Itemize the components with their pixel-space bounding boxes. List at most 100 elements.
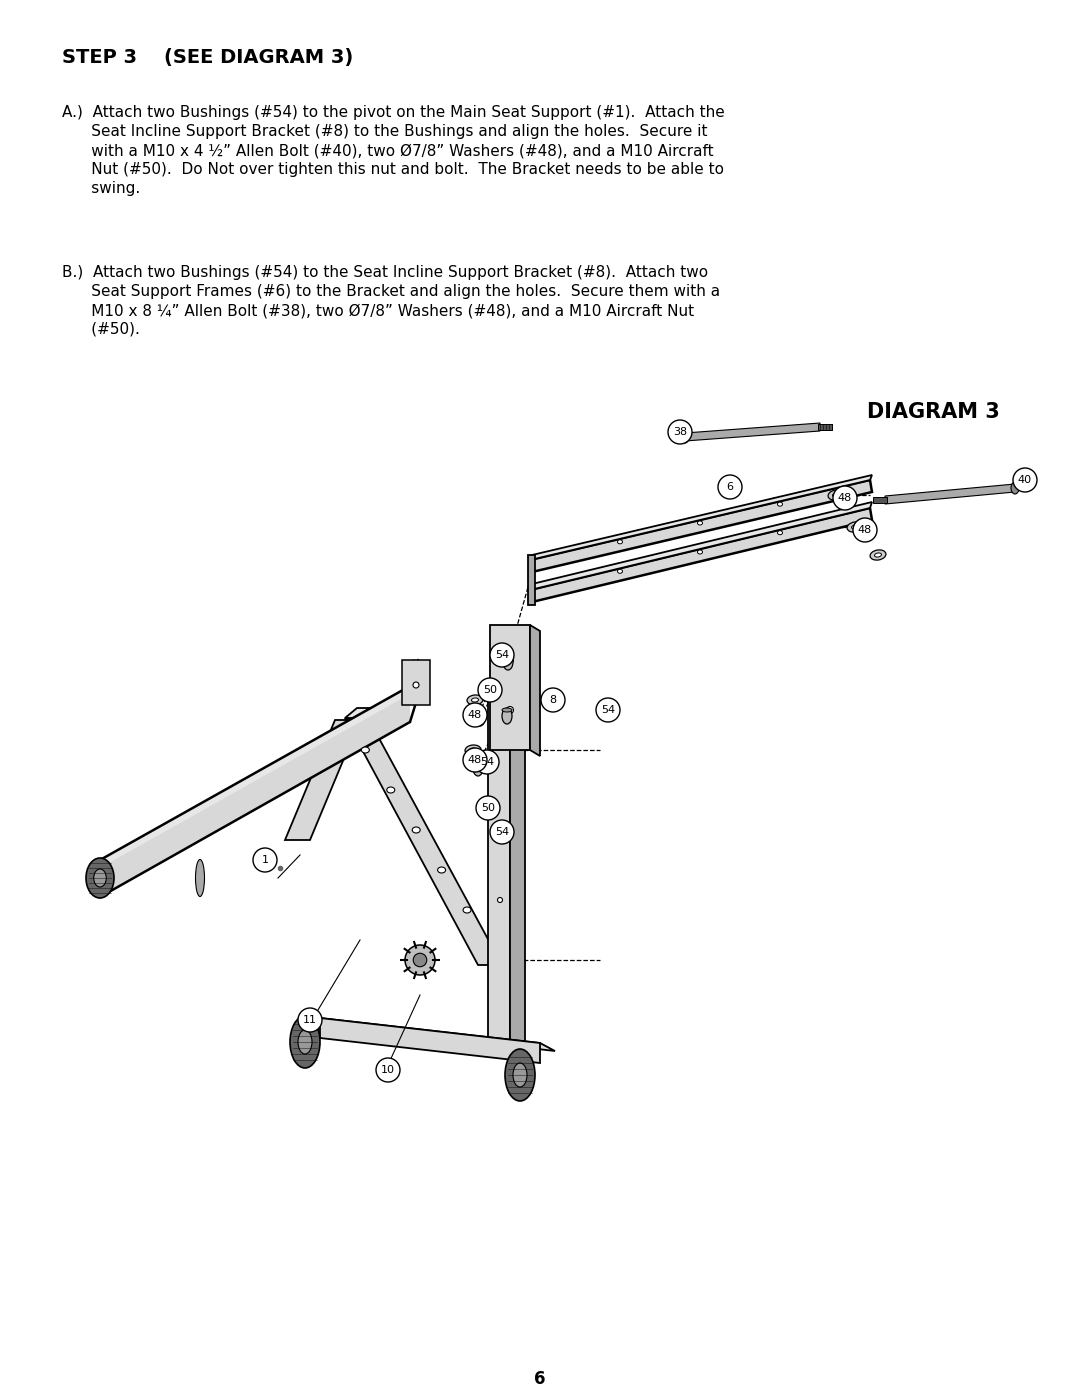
Polygon shape [530, 502, 872, 590]
Ellipse shape [195, 859, 204, 897]
Circle shape [476, 796, 500, 820]
Ellipse shape [503, 654, 513, 658]
Ellipse shape [298, 1030, 312, 1053]
Ellipse shape [475, 710, 485, 714]
Polygon shape [818, 425, 832, 430]
Ellipse shape [847, 522, 863, 532]
Circle shape [596, 698, 620, 722]
Polygon shape [510, 680, 525, 1058]
Circle shape [1013, 468, 1037, 492]
Ellipse shape [833, 493, 839, 497]
Polygon shape [345, 718, 502, 965]
Circle shape [490, 820, 514, 844]
Text: 40: 40 [1018, 475, 1032, 485]
Text: Nut (#50).  Do Not over tighten this nut and bolt.  The Bracket needs to be able: Nut (#50). Do Not over tighten this nut … [62, 162, 724, 177]
Text: STEP 3    (SEE DIAGRAM 3): STEP 3 (SEE DIAGRAM 3) [62, 47, 353, 67]
Polygon shape [530, 481, 872, 571]
Text: 48: 48 [468, 754, 482, 766]
Polygon shape [345, 708, 380, 718]
Ellipse shape [618, 539, 622, 543]
Polygon shape [530, 509, 872, 602]
Ellipse shape [870, 550, 886, 560]
Ellipse shape [681, 432, 689, 443]
Ellipse shape [472, 711, 477, 714]
Ellipse shape [387, 787, 395, 793]
Polygon shape [320, 1018, 540, 1063]
Ellipse shape [413, 682, 419, 687]
Polygon shape [488, 680, 510, 1051]
Text: Seat Incline Support Bracket (#8) to the Bushings and align the holes.  Secure i: Seat Incline Support Bracket (#8) to the… [62, 124, 707, 138]
Ellipse shape [513, 1063, 527, 1087]
Text: 8: 8 [550, 694, 556, 705]
Circle shape [669, 420, 692, 444]
Text: A.)  Attach two Bushings (#54) to the pivot on the Main Seat Support (#1).  Atta: A.) Attach two Bushings (#54) to the piv… [62, 105, 725, 120]
Text: 54: 54 [495, 827, 509, 837]
Text: 50: 50 [481, 803, 495, 813]
Polygon shape [285, 719, 360, 840]
Circle shape [833, 486, 858, 510]
Circle shape [405, 944, 435, 975]
Ellipse shape [778, 531, 783, 535]
Text: 48: 48 [838, 493, 852, 503]
Polygon shape [873, 497, 887, 503]
Ellipse shape [828, 490, 843, 500]
Circle shape [490, 643, 514, 666]
Ellipse shape [475, 710, 485, 726]
Ellipse shape [502, 708, 512, 712]
Text: 48: 48 [858, 525, 873, 535]
Polygon shape [100, 686, 410, 868]
Text: 6: 6 [535, 1370, 545, 1389]
Polygon shape [320, 1018, 555, 1051]
Circle shape [718, 475, 742, 499]
Polygon shape [885, 483, 1015, 504]
Ellipse shape [410, 661, 421, 687]
Text: DIAGRAM 3: DIAGRAM 3 [867, 402, 1000, 422]
Ellipse shape [437, 868, 446, 873]
Ellipse shape [362, 747, 369, 753]
Polygon shape [490, 624, 530, 750]
Polygon shape [530, 475, 872, 560]
Ellipse shape [851, 525, 859, 529]
Text: B.)  Attach two Bushings (#54) to the Seat Incline Support Bracket (#8).  Attach: B.) Attach two Bushings (#54) to the Sea… [62, 265, 708, 279]
Circle shape [253, 848, 276, 872]
Ellipse shape [413, 827, 420, 833]
Circle shape [376, 1058, 400, 1083]
Ellipse shape [505, 1049, 535, 1101]
Ellipse shape [507, 657, 513, 664]
Ellipse shape [473, 760, 483, 775]
Polygon shape [402, 659, 430, 705]
Text: 1: 1 [261, 855, 269, 865]
Text: 10: 10 [381, 1065, 395, 1076]
Ellipse shape [291, 1016, 320, 1067]
Ellipse shape [470, 747, 476, 752]
Text: 38: 38 [673, 427, 687, 437]
Ellipse shape [467, 694, 483, 705]
Ellipse shape [498, 897, 502, 902]
Ellipse shape [473, 760, 483, 764]
Polygon shape [528, 555, 535, 605]
Circle shape [478, 678, 502, 703]
Text: (#50).: (#50). [62, 321, 140, 337]
Text: 48: 48 [468, 710, 482, 719]
Circle shape [853, 518, 877, 542]
Text: M10 x 8 ¼” Allen Bolt (#38), two Ø7/8” Washers (#48), and a M10 Aircraft Nut: M10 x 8 ¼” Allen Bolt (#38), two Ø7/8” W… [62, 303, 694, 319]
Ellipse shape [503, 654, 513, 671]
Polygon shape [465, 759, 480, 766]
Ellipse shape [94, 869, 106, 887]
Ellipse shape [469, 760, 475, 764]
Circle shape [541, 687, 565, 712]
Text: 50: 50 [483, 685, 497, 694]
Ellipse shape [875, 553, 881, 557]
Text: 6: 6 [727, 482, 733, 492]
Ellipse shape [698, 550, 702, 555]
Text: 54: 54 [600, 705, 616, 715]
Ellipse shape [86, 858, 114, 898]
Circle shape [414, 953, 427, 967]
Ellipse shape [502, 708, 512, 724]
Circle shape [475, 750, 499, 774]
Circle shape [298, 1009, 322, 1032]
Ellipse shape [618, 570, 622, 573]
Ellipse shape [778, 502, 783, 506]
Polygon shape [100, 686, 410, 897]
Ellipse shape [463, 907, 471, 914]
